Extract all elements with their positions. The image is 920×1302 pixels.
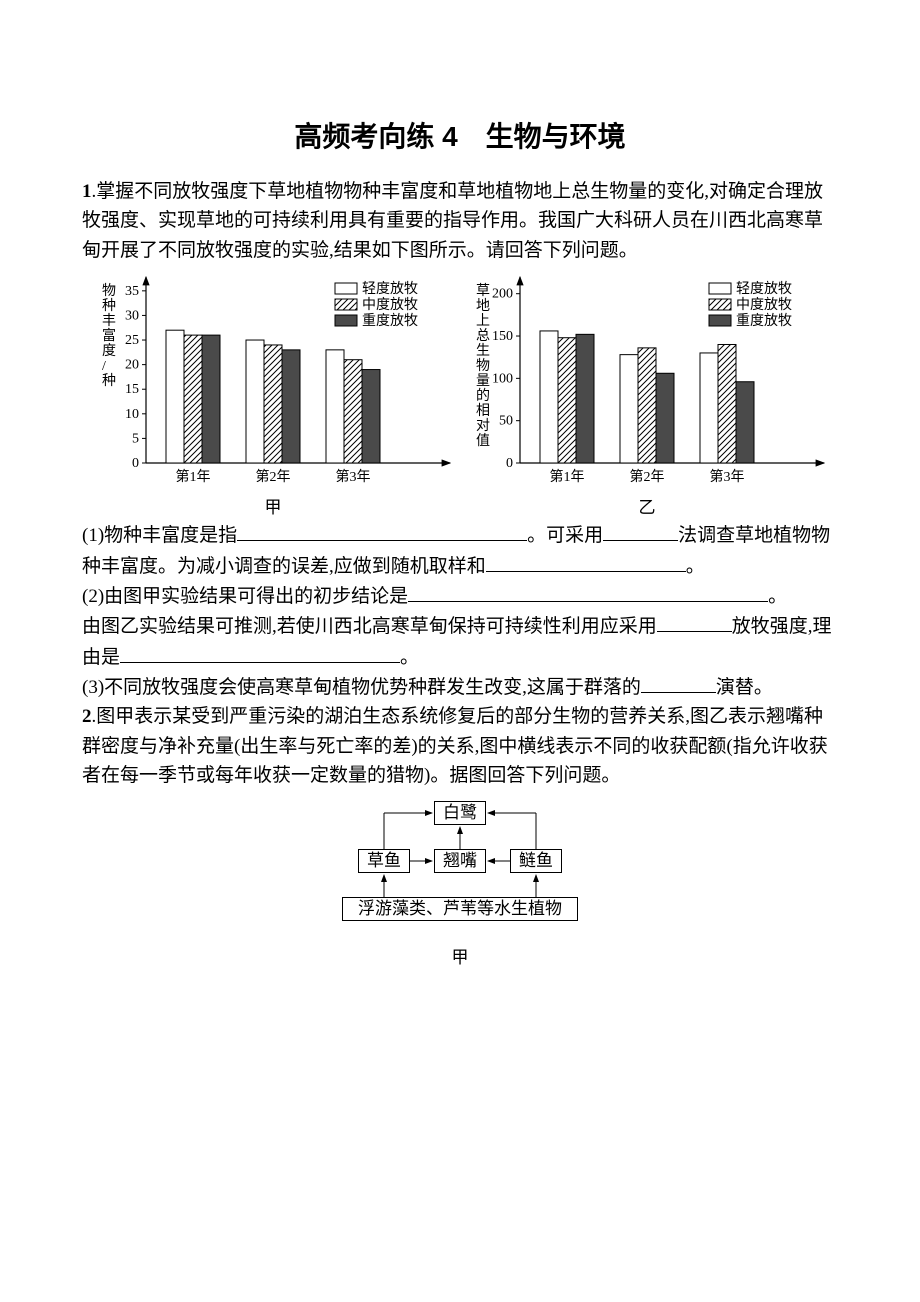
svg-text:第3年: 第3年 [336,468,371,485]
q1-p2a: (2)由图甲实验结果可得出的初步结论是 [82,586,408,607]
q1-part2: (2)由图甲实验结果可得出的初步结论是。 由图乙实验结果可推测,若使川西北高寒草… [82,581,838,672]
svg-text:量: 量 [476,373,490,389]
svg-text:第2年: 第2年 [630,468,665,485]
svg-text:重度放牧: 重度放牧 [362,313,418,329]
svg-text:生: 生 [476,343,490,359]
svg-text:0: 0 [132,456,139,471]
svg-text:丰: 丰 [102,313,116,329]
svg-text:轻度放牧: 轻度放牧 [362,281,418,297]
svg-text:种: 种 [102,298,116,314]
node-qiaozui: 翘嘴 [434,849,486,873]
node-bailu: 白鹭 [434,801,486,825]
q1-p1d: 。 [686,556,705,577]
chart-2-wrap: 0 50 100 150 200草地上总生物量的相对值第1年 第2年 第3年 轻度放牧中度放牧… [462,271,832,518]
svg-text:物: 物 [476,358,490,374]
chart-1-wrap: 05101520253035物种丰富度/种第1年第2年第3年轻度放牧中度放牧重度… [88,271,458,518]
chart-2: 0 50 100 150 200草地上总生物量的相对值第1年 第2年 第3年 轻度放牧中度放牧… [462,271,832,491]
svg-text:第1年: 第1年 [176,468,211,485]
q1-part3: (3)不同放牧强度会使高寒草甸植物优势种群发生改变,这属于群落的 演替。 [82,672,838,702]
svg-text:150: 150 [492,329,513,344]
svg-text:0: 0 [506,456,513,471]
svg-text:物: 物 [102,283,116,299]
blank [641,672,716,693]
svg-text:重度放牧: 重度放牧 [736,313,792,329]
chart-1-caption: 甲 [88,493,458,518]
svg-text:30: 30 [125,309,139,324]
question-2: 2.图甲表示某受到严重污染的湖泊生态系统修复后的部分生物的营养关系,图乙表示翘嘴… [82,702,838,790]
q2-intro: .图甲表示某受到严重污染的湖泊生态系统修复后的部分生物的营养关系,图乙表示翘嘴种… [82,706,828,786]
svg-text:富: 富 [102,327,116,344]
svg-text:度: 度 [102,343,116,359]
svg-text:5: 5 [132,432,139,447]
blank [408,581,768,602]
svg-text:对: 对 [476,418,490,434]
page-title: 高频考向练 4 生物与环境 [82,115,838,155]
svg-text:/: / [102,359,106,374]
q1-p1a: (1)物种丰富度是指 [82,525,237,546]
q1-part1: (1)物种丰富度是指。可采用法调查草地植物物种丰富度。为减小调查的误差,应做到随… [82,520,838,581]
q1-p2e: 。 [400,647,419,668]
node-plants: 浮游藻类、芦苇等水生植物 [342,897,578,921]
q1-p3b: 演替。 [716,677,773,698]
svg-text:相: 相 [476,403,490,419]
blank [486,551,686,572]
diagram: 白鹭 草鱼 翘嘴 鲢鱼 浮游藻类、芦苇等水生植物 [320,801,600,941]
q1-p3a: (3)不同放牧强度会使高寒草甸植物优势种群发生改变,这属于群落的 [82,677,641,698]
q1-p1b: 。可采用 [527,525,603,546]
q2-number: 2 [82,706,92,727]
svg-text:50: 50 [499,414,513,429]
svg-text:的: 的 [476,388,490,404]
svg-text:值: 值 [476,433,490,449]
svg-text:25: 25 [125,333,139,348]
chart-2-caption: 乙 [462,493,832,518]
svg-text:200: 200 [492,287,513,302]
q1-p2c: 由图乙实验结果可推测,若使川西北高寒草甸保持可持续性利用应采用 [82,616,657,637]
q1-intro: .掌握不同放牧强度下草地植物物种丰富度和草地植物地上总生物量的变化,对确定合理放… [82,181,823,261]
question-1: 1.掌握不同放牧强度下草地植物物种丰富度和草地植物地上总生物量的变化,对确定合理… [82,177,838,265]
blank [657,611,732,632]
diagram-block: 白鹭 草鱼 翘嘴 鲢鱼 浮游藻类、芦苇等水生植物 甲 [82,801,838,968]
chart-1: 05101520253035物种丰富度/种第1年第2年第3年轻度放牧中度放牧重度… [88,271,458,491]
svg-text:100: 100 [492,372,513,387]
svg-text:轻度放牧: 轻度放牧 [736,281,792,297]
svg-text:中度放牧: 中度放牧 [736,297,792,313]
svg-text:种: 种 [102,373,116,389]
svg-text:上: 上 [476,313,490,329]
svg-text:35: 35 [125,284,139,299]
svg-text:第3年: 第3年 [710,468,745,485]
q1-number: 1 [82,181,92,202]
svg-text:第2年: 第2年 [256,468,291,485]
blank [120,642,400,663]
svg-text:草: 草 [476,283,490,299]
charts-block: 05101520253035物种丰富度/种第1年第2年第3年轻度放牧中度放牧重度… [82,271,838,518]
svg-text:总: 总 [476,328,490,344]
blank [237,520,527,541]
q1-p2b: 。 [768,586,787,607]
node-caoyu: 草鱼 [358,849,410,873]
svg-text:地: 地 [476,298,490,314]
blank [603,520,678,541]
svg-text:20: 20 [125,358,139,373]
svg-text:第1年: 第1年 [550,468,585,485]
svg-text:15: 15 [125,383,139,398]
svg-text:10: 10 [125,407,139,422]
node-lianyu: 鲢鱼 [510,849,562,873]
diagram-caption: 甲 [82,943,838,968]
svg-text:中度放牧: 中度放牧 [362,297,418,313]
